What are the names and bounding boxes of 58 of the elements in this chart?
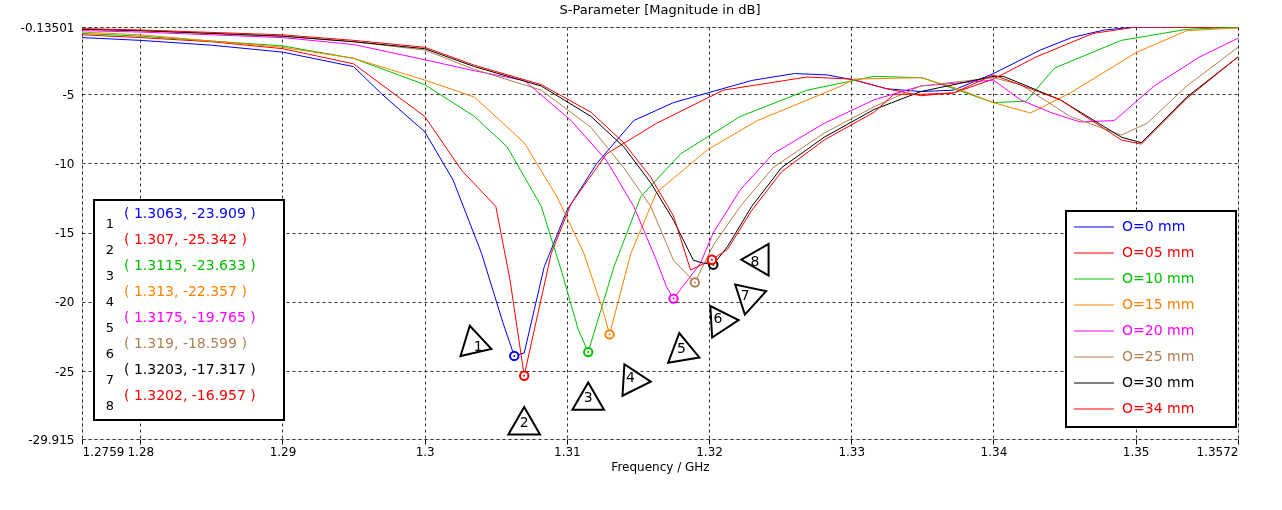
legend-label: O=25 mm: [1122, 348, 1195, 364]
x-tick-label: 1.32: [696, 444, 723, 459]
y-tick-label: -29.915: [28, 432, 75, 447]
annotation: ( 1.3063, -23.909 ): [124, 205, 256, 221]
point: [668, 293, 679, 304]
point: [519, 370, 530, 381]
point: [509, 350, 520, 362]
annotation: 5: [677, 339, 686, 356]
x-tick-label: 1.3572: [1196, 444, 1239, 459]
legend-label: O=30 mm: [1122, 374, 1195, 390]
annotation: 4: [626, 369, 636, 386]
legend-label: O=20 mm: [1122, 322, 1195, 338]
text: 3: [105, 268, 115, 283]
x-axis-title: Frequency / GHz: [611, 459, 710, 474]
chart-title: S-Parameter [Magnitude in dB]: [559, 2, 761, 17]
y-tick-label: -20: [54, 295, 75, 310]
annotation: 3: [583, 389, 593, 406]
legend-label: O=15 mm: [1122, 296, 1195, 312]
y-tick-label: -15: [54, 226, 75, 241]
x-tick-label: 1.3: [415, 444, 435, 459]
annotation: 7: [740, 286, 750, 303]
annotation: ( 1.3175, -19.765 ): [124, 309, 256, 325]
text: 5: [105, 320, 115, 335]
annotation: 8: [750, 252, 760, 269]
annotation: ( 1.313, -22.357 ): [124, 283, 247, 299]
legend-label: O=05 mm: [1122, 244, 1195, 260]
annotation: ( 1.3203, -17.317 ): [124, 361, 256, 377]
x-tick-label: 1.33: [838, 444, 866, 459]
annotation: 6: [713, 310, 723, 327]
text: 8: [105, 398, 115, 413]
annotation: ( 1.3202, -16.957 ): [124, 387, 256, 403]
y-tick-label: -0.13501: [20, 20, 75, 35]
x-tick-label: 1.35: [1122, 444, 1150, 459]
y-tick-label: -25: [54, 364, 75, 379]
legend-label: O=34 mm: [1122, 400, 1195, 416]
x-tick-label: 1.31: [554, 444, 581, 459]
annotation: ( 1.3115, -23.633 ): [124, 257, 256, 273]
point: [583, 346, 594, 358]
x-tick-label: 1.2759: [82, 444, 125, 459]
text: 6: [105, 346, 115, 361]
x-tick-label: 1.29: [269, 444, 297, 459]
annotation: ( 1.307, -25.342 ): [124, 231, 247, 247]
point: [689, 277, 701, 288]
annotation: ( 1.319, -18.599 ): [124, 335, 247, 351]
x-tick-label: 1.28: [127, 444, 155, 459]
annotation: 2: [519, 413, 529, 430]
point: [604, 329, 615, 340]
point: [706, 254, 718, 265]
text: 1: [105, 216, 115, 231]
x-tick-label: 1.34: [980, 444, 1008, 459]
legend-label: O=0 mm: [1122, 218, 1186, 234]
annotation: 1: [473, 337, 483, 354]
text: 4: [105, 294, 115, 309]
text: 2: [105, 242, 115, 257]
y-tick-label: -10: [54, 156, 75, 171]
text: 7: [105, 372, 115, 387]
legend-label: O=10 mm: [1122, 270, 1195, 286]
y-tick-label: -5: [62, 87, 75, 102]
